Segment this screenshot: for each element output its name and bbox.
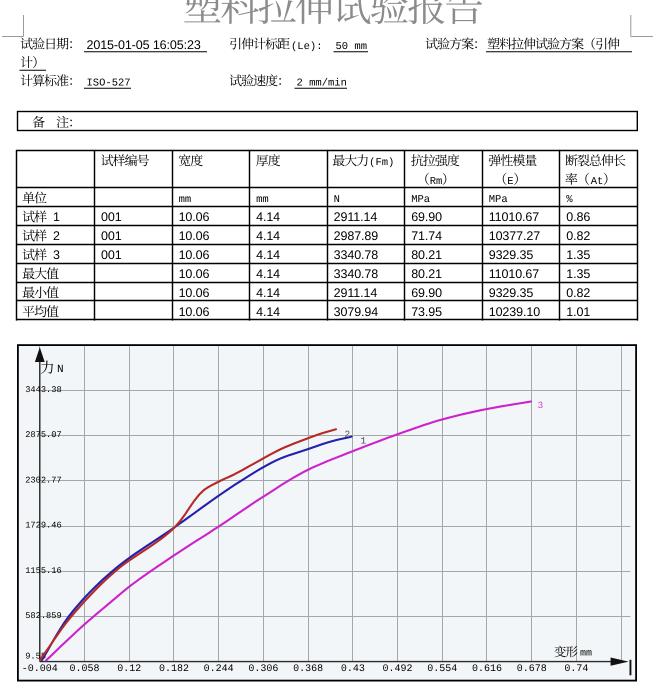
svg-text:001: 001 — [101, 248, 122, 262]
svg-text:ISO-527: ISO-527 — [87, 78, 131, 90]
svg-text:80.21: 80.21 — [411, 248, 442, 262]
svg-text:mm: mm — [179, 194, 192, 206]
svg-text:1: 1 — [53, 210, 60, 224]
svg-text:3079.94: 3079.94 — [334, 305, 379, 319]
svg-text:10239.10: 10239.10 — [489, 305, 540, 319]
svg-text:0.616: 0.616 — [472, 664, 502, 675]
svg-text:0.306: 0.306 — [248, 664, 278, 675]
svg-text:3340.78: 3340.78 — [334, 248, 379, 262]
svg-text:0.43: 0.43 — [341, 664, 365, 675]
svg-text:mm: mm — [256, 194, 269, 206]
svg-text:mm: mm — [580, 649, 592, 660]
svg-text:0.182: 0.182 — [159, 664, 189, 675]
svg-text:1155.16: 1155.16 — [25, 566, 62, 576]
svg-text:MPa: MPa — [489, 194, 508, 206]
svg-text:N: N — [334, 194, 340, 206]
svg-text:4.14: 4.14 — [256, 286, 280, 300]
svg-text:1729.46: 1729.46 — [25, 521, 62, 531]
svg-text:10.06: 10.06 — [179, 210, 210, 224]
svg-text:3443.38: 3443.38 — [25, 385, 62, 395]
svg-text:Rm: Rm — [430, 176, 443, 188]
svg-text:1.01: 1.01 — [566, 305, 590, 319]
svg-text:1.35: 1.35 — [566, 248, 590, 262]
svg-text:0.492: 0.492 — [383, 664, 413, 675]
svg-text:50 mm: 50 mm — [336, 41, 368, 53]
svg-text:4.14: 4.14 — [256, 267, 280, 281]
svg-text:3: 3 — [538, 400, 544, 411]
svg-text:10.06: 10.06 — [179, 286, 210, 300]
svg-text:11010.67: 11010.67 — [489, 210, 540, 224]
svg-text:10.06: 10.06 — [179, 229, 210, 243]
svg-text:2015-01-05 16:05:23: 2015-01-05 16:05:23 — [87, 38, 201, 52]
svg-text:2911.14: 2911.14 — [334, 210, 378, 224]
svg-text:80.21: 80.21 — [411, 267, 442, 281]
svg-text:(Le):: (Le): — [291, 41, 323, 53]
svg-text:1: 1 — [361, 436, 367, 447]
svg-text:11010.67: 11010.67 — [489, 267, 540, 281]
svg-text:2911.14: 2911.14 — [334, 286, 378, 300]
svg-text:4.14: 4.14 — [256, 305, 280, 319]
svg-text:(Fm): (Fm) — [369, 157, 394, 169]
svg-text:2302.77: 2302.77 — [25, 475, 62, 485]
svg-text:0.244: 0.244 — [204, 664, 234, 675]
svg-text:582.859: 582.859 — [25, 611, 62, 621]
svg-text:9329.35: 9329.35 — [489, 248, 534, 262]
svg-text:E: E — [507, 176, 513, 188]
svg-text:N: N — [57, 364, 64, 376]
svg-text:2 mm/min: 2 mm/min — [297, 78, 347, 90]
svg-text:71.74: 71.74 — [411, 229, 442, 243]
svg-text:2875.07: 2875.07 — [25, 430, 62, 440]
svg-text:%: % — [566, 194, 573, 206]
svg-text:10377.27: 10377.27 — [489, 229, 540, 243]
svg-text:2: 2 — [345, 429, 351, 440]
svg-text:4.14: 4.14 — [256, 248, 280, 262]
svg-text:10.06: 10.06 — [179, 267, 210, 281]
svg-text:0.058: 0.058 — [70, 664, 100, 675]
svg-text:At: At — [591, 176, 604, 188]
svg-text:4.14: 4.14 — [256, 210, 280, 224]
svg-text:10.06: 10.06 — [179, 305, 210, 319]
svg-text:0.12: 0.12 — [117, 664, 141, 675]
svg-text:1.35: 1.35 — [566, 267, 590, 281]
svg-text:0.678: 0.678 — [517, 664, 547, 675]
svg-text:MPa: MPa — [411, 194, 430, 206]
svg-text:0.86: 0.86 — [566, 210, 590, 224]
svg-text:0.554: 0.554 — [427, 664, 457, 675]
svg-text:-0.004: -0.004 — [22, 664, 58, 675]
svg-text:73.95: 73.95 — [411, 305, 442, 319]
svg-text:3340.78: 3340.78 — [334, 267, 379, 281]
svg-text:3: 3 — [53, 248, 60, 262]
svg-text:69.90: 69.90 — [411, 210, 442, 224]
svg-text:10.06: 10.06 — [179, 248, 210, 262]
svg-text:9329.35: 9329.35 — [489, 286, 534, 300]
svg-text:9.55: 9.55 — [25, 652, 46, 662]
svg-text:0.82: 0.82 — [566, 229, 590, 243]
svg-text:0.82: 0.82 — [566, 286, 590, 300]
svg-text:0.74: 0.74 — [564, 664, 588, 675]
svg-text:2: 2 — [53, 229, 60, 243]
svg-text:4.14: 4.14 — [256, 229, 280, 243]
svg-text:2987.89: 2987.89 — [334, 229, 379, 243]
svg-text:001: 001 — [101, 229, 122, 243]
svg-text:69.90: 69.90 — [411, 286, 442, 300]
svg-text:0.368: 0.368 — [293, 664, 323, 675]
svg-text:001: 001 — [101, 210, 122, 224]
